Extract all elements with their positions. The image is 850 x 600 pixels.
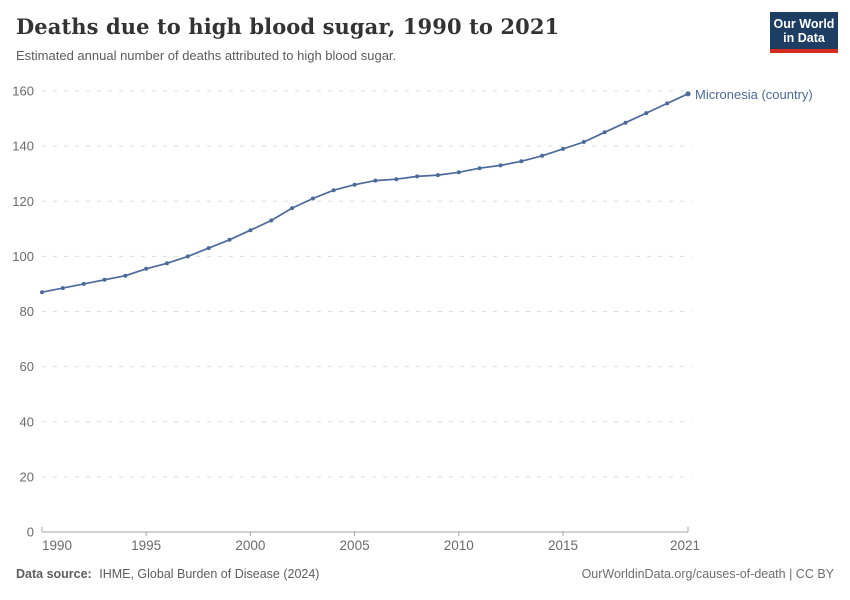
y-tick-label-0: 0 [27,525,34,540]
data-line-Micronesia (country)[interactable] [41,92,689,294]
data-source: Data source: IHME, Global Burden of Dise… [16,567,319,581]
owid-logo[interactable]: Our World in Data [770,12,838,53]
y-tick-label-40: 40 [20,414,34,429]
y-axis-labels: 0 20 40 60 80 100 120 140 160 [12,84,34,540]
data-point-2020[interactable] [665,101,670,106]
data-point-1997[interactable] [185,254,190,259]
owid-citation-link[interactable]: OurWorldinData.org/causes-of-death | CC … [581,567,834,581]
x-tick-label-2005: 2005 [340,538,370,553]
x-axis [41,527,689,536]
data-point-2010[interactable] [456,170,461,175]
data-point-2003[interactable] [310,196,315,201]
data-point-2012[interactable] [498,163,503,168]
x-tick-label-2021: 2021 [670,538,700,553]
data-point-2016[interactable] [581,140,586,144]
data-point-2004[interactable] [331,188,336,193]
series-label-micronesia[interactable]: Micronesia (country) [695,87,813,102]
data-point-1995[interactable] [144,266,149,271]
data-points-group [40,91,691,295]
data-point-1991[interactable] [60,286,65,291]
data-point-2006[interactable] [373,178,378,183]
data-point-1993[interactable] [102,277,107,282]
data-source-label: Data source: [16,567,92,581]
data-point-1996[interactable] [165,261,169,266]
data-point-1998[interactable] [206,246,211,251]
data-point-2013[interactable] [519,159,524,164]
data-source-text: IHME, Global Burden of Disease (2024) [99,567,320,581]
y-tick-label-140: 140 [12,139,34,154]
x-tick-label-1995: 1995 [131,538,161,553]
x-tick-label-1990: 1990 [42,538,72,553]
data-point-2005[interactable] [352,182,357,187]
data-point-1994[interactable] [123,273,128,278]
x-tick-label-2015: 2015 [548,538,578,553]
x-tick-label-2000: 2000 [235,538,265,553]
data-point-2014[interactable] [540,153,545,158]
data-point-2008[interactable] [415,174,420,179]
logo-line2: in Data [783,31,825,45]
chart-footer: Data source: IHME, Global Burden of Dise… [16,567,834,581]
data-point-2002[interactable] [290,206,295,211]
y-tick-label-100: 100 [12,249,34,264]
data-point-1990[interactable] [40,290,44,295]
y-tick-label-120: 120 [12,194,34,209]
y-gridlines [42,90,692,478]
y-tick-label-160: 160 [12,84,34,99]
y-tick-label-20: 20 [20,469,34,484]
data-point-1992[interactable] [81,281,86,286]
x-tick-label-2010: 2010 [444,538,474,553]
data-point-2019[interactable] [644,111,649,116]
data-point-2000[interactable] [248,228,253,233]
logo-line1: Our World [773,17,835,31]
y-tick-label-80: 80 [20,304,34,319]
data-point-2001[interactable] [269,218,274,223]
data-point-2018[interactable] [623,120,628,125]
data-point-2017[interactable] [602,130,607,135]
data-point-2021[interactable] [685,91,691,97]
data-point-1999[interactable] [227,237,232,242]
y-tick-label-60: 60 [20,359,34,374]
data-point-2011[interactable] [477,166,482,171]
data-point-2015[interactable] [561,146,565,151]
x-axis-labels: 1990 1995 2000 2005 2010 2015 2021 [42,538,700,553]
chart-subtitle: Estimated annual number of deaths attrib… [16,48,397,63]
chart-title: Deaths due to high blood sugar, 1990 to … [16,14,560,39]
data-point-2009[interactable] [435,173,440,178]
data-point-2007[interactable] [394,177,399,182]
data-line-group [41,92,689,294]
